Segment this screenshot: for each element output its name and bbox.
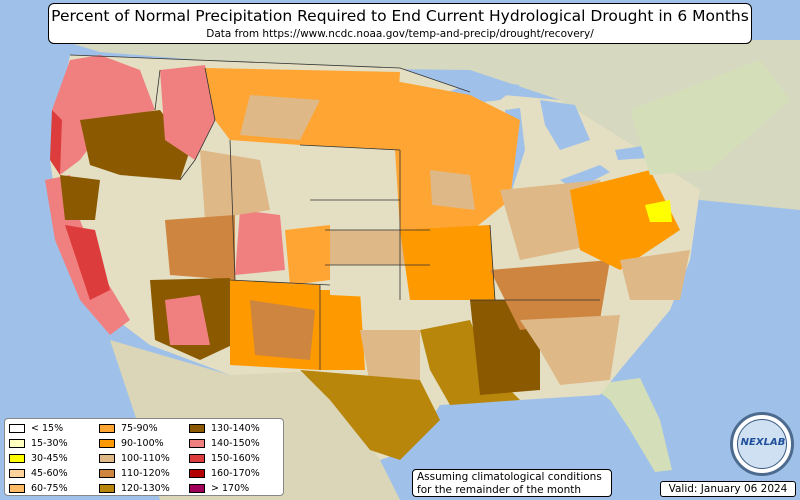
map-subtitle: Data from https://www.ncdc.noaa.gov/temp…: [206, 28, 594, 40]
legend-item: 120-130%: [99, 481, 170, 495]
legend-item: 15-30%: [9, 436, 68, 450]
note-box: Assuming climatological conditions for t…: [412, 469, 612, 497]
valid-date: Valid: January 06 2024: [660, 481, 796, 497]
legend-swatch: [189, 453, 205, 463]
region-arizona-red: [165, 295, 210, 345]
note-line-1: Assuming climatological conditions: [417, 471, 602, 483]
legend-item: 100-110%: [99, 451, 170, 465]
legend-label: 45-60%: [31, 467, 68, 479]
lake-huron: [540, 100, 590, 150]
legend-swatch: [99, 468, 115, 478]
legend-label: 140-150%: [211, 437, 260, 449]
legend-label: 100-110%: [121, 452, 170, 464]
region-montana-tan: [240, 95, 320, 140]
legend-swatch: [189, 438, 205, 448]
region-nevada-brown: [60, 175, 100, 220]
region-newmexico-brown: [250, 300, 315, 360]
region-colorado-tan: [200, 150, 270, 220]
legend-label: 60-75%: [31, 482, 68, 494]
region-kansas-orange: [285, 225, 330, 285]
region-pnw-darkred: [50, 110, 62, 175]
legend-label: 90-100%: [121, 437, 164, 449]
legend-label: 150-160%: [211, 452, 260, 464]
legend-swatch: [189, 483, 205, 493]
legend-item: 60-75%: [9, 481, 68, 495]
region-texas-brown: [300, 370, 440, 460]
region-northeast: [630, 60, 790, 175]
legend-swatch: [189, 468, 205, 478]
legend-swatch: [9, 423, 25, 433]
legend-item: 30-45%: [9, 451, 68, 465]
legend-item: 90-100%: [99, 436, 164, 450]
region-northplains: [300, 145, 400, 200]
legend-item: 140-150%: [189, 436, 260, 450]
region-texas-tan: [360, 330, 420, 390]
region-southeast-tan: [520, 315, 620, 385]
legend-item: 150-160%: [189, 451, 260, 465]
legend-item: 45-60%: [9, 466, 68, 480]
region-carolina-tan: [620, 250, 690, 300]
gulf: [410, 395, 610, 480]
title-box: Percent of Normal Precipitation Required…: [48, 3, 752, 44]
legend-label: 120-130%: [121, 482, 170, 494]
legend-item: 75-90%: [99, 421, 158, 435]
region-idaho-red: [160, 65, 215, 160]
region-utah-brown: [165, 215, 235, 280]
legend-item: 160-170%: [189, 466, 260, 480]
lake-ontario: [615, 145, 650, 160]
note-line-2: for the remainder of the month: [417, 483, 582, 496]
region-southeast-brown: [490, 260, 610, 330]
legend-item: 130-140%: [189, 421, 260, 435]
region-virginia-yellow: [645, 200, 672, 222]
legend-swatch: [9, 453, 25, 463]
region-appalachia-orange: [570, 170, 680, 270]
legend-item: > 170%: [189, 481, 249, 495]
region-texas-orange: [315, 290, 365, 370]
legend-swatch: [9, 483, 25, 493]
legend-label: 110-120%: [121, 467, 170, 479]
logo-text: NEXLAB: [740, 437, 786, 448]
nexlab-logo: NEXLAB: [730, 412, 794, 476]
legend-label: < 15%: [31, 422, 64, 434]
state-borders: [69, 54, 600, 370]
region-missouri: [400, 225, 495, 300]
legend: < 15% 15-30% 30-45% 45-60% 60-75% 75-90% 90-10…: [4, 418, 284, 496]
legend-swatch: [9, 468, 25, 478]
florida-land: [590, 378, 672, 472]
region-pnw-red: [52, 55, 155, 175]
canada-land: [60, 40, 800, 210]
region-california-darkred: [65, 225, 110, 300]
globe-icon: NEXLAB: [737, 419, 787, 469]
legend-label: 160-170%: [211, 467, 260, 479]
region-colorado-red: [235, 210, 285, 275]
legend-label: 130-140%: [211, 422, 260, 434]
region-oregon-brown: [80, 110, 190, 180]
legend-swatch: [99, 438, 115, 448]
region-midwest-tan: [430, 170, 475, 210]
legend-swatch: [189, 423, 205, 433]
legend-swatch: [9, 438, 25, 448]
legend-item: < 15%: [9, 421, 63, 435]
legend-label: 30-45%: [31, 452, 68, 464]
legend-label: > 170%: [211, 482, 250, 494]
region-midwest-orange: [390, 80, 520, 240]
legend-label: 15-30%: [31, 437, 68, 449]
legend-label: 75-90%: [121, 422, 158, 434]
legend-swatch: [99, 453, 115, 463]
legend-swatch: [99, 483, 115, 493]
legend-item: 110-120%: [99, 466, 170, 480]
map-title: Percent of Normal Precipitation Required…: [51, 7, 749, 25]
legend-swatch: [99, 423, 115, 433]
